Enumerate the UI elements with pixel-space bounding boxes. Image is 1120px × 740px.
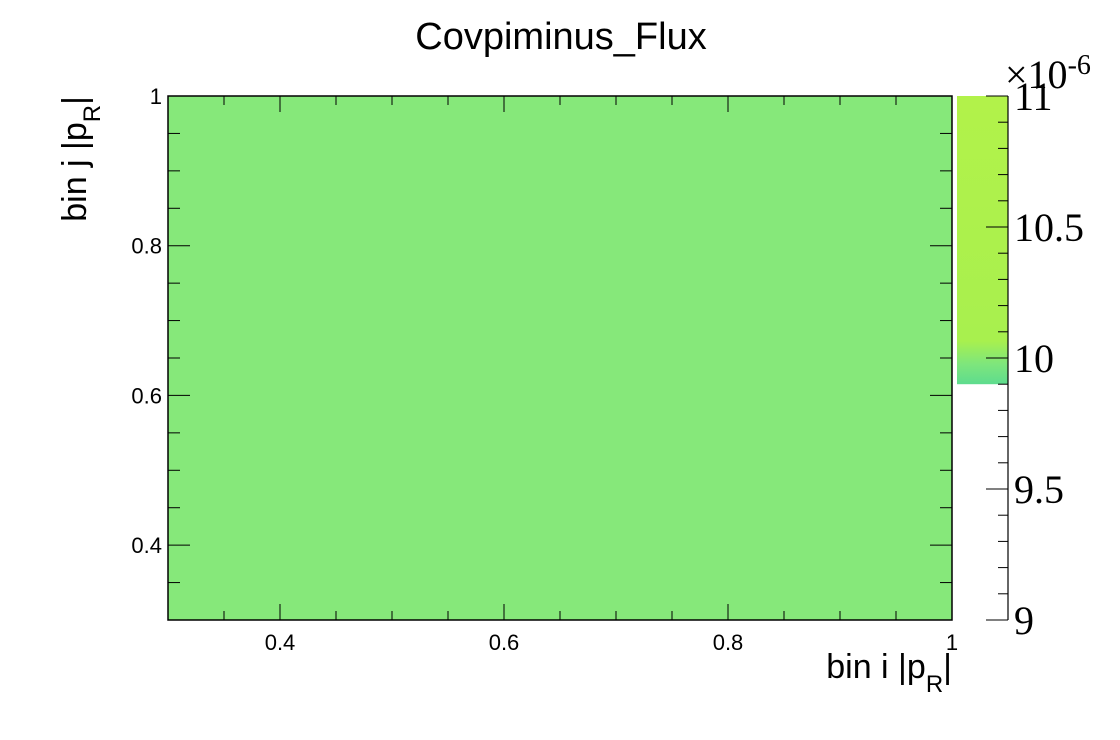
x-tick-label: 1 (946, 630, 958, 655)
x-tick-label: 0.4 (265, 630, 296, 655)
x-axis-label: bin i |pR| (826, 648, 952, 698)
heatmap-cells (168, 96, 952, 620)
color-scale: 9 9.5 10 10.5 11×10-6 (957, 50, 1091, 643)
x-tick-label: 0.8 (713, 630, 744, 655)
colorbar-tick-label: 10.5 (1014, 205, 1084, 250)
y-tick-label: 0.4 (131, 533, 162, 558)
colorbar-tick-label: 10 (1014, 336, 1054, 381)
y-axis: 0.4 0.6 0.8 1 (131, 84, 952, 584)
y-tick-label: 1 (150, 84, 162, 109)
chart-title: Covpiminus_Flux (390, 8, 732, 66)
heatmap-cell (168, 96, 952, 620)
y-tick-label: 0.8 (131, 234, 162, 259)
colorbar-tick-label: 9 (1014, 598, 1034, 643)
colorbar-tick-label: 9.5 (1014, 467, 1064, 512)
colorbar-fill (957, 96, 1008, 385)
y-tick-label: 0.6 (131, 383, 162, 408)
y-axis-label: bin j |pR| (56, 96, 106, 222)
colorbar-exponent: ×10-6 (1005, 50, 1091, 97)
colorbar-tick-label: 11 (1014, 74, 1053, 119)
x-axis: 0.4 0.6 0.8 1 (223, 96, 958, 655)
x-tick-label: 0.6 (489, 630, 520, 655)
